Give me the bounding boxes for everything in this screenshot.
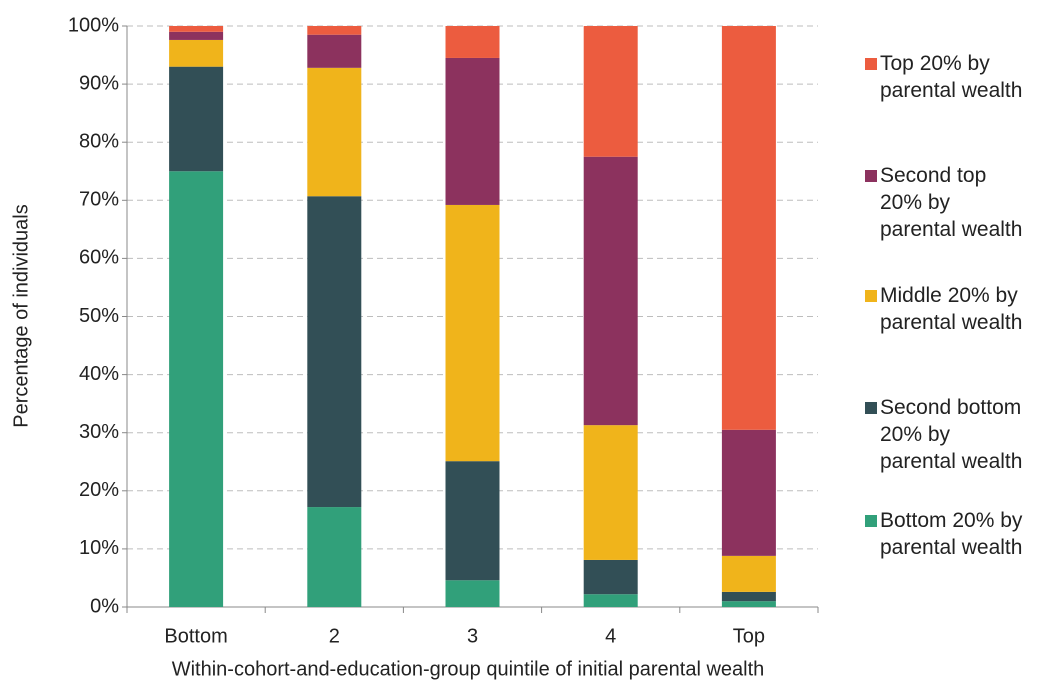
bar-segment — [307, 196, 362, 508]
bar-segment — [583, 559, 638, 595]
x-axis-title: Within-cohort-and-education-group quinti… — [172, 658, 765, 680]
bar-segment — [583, 425, 638, 560]
bar-segment — [445, 26, 500, 58]
bar-segment — [169, 171, 224, 607]
y-tick-label: 80% — [79, 130, 119, 152]
legend-swatch — [865, 170, 877, 182]
legend-label: Middle 20% by parental wealth — [880, 284, 1023, 334]
legend-swatch — [865, 402, 877, 414]
legend-swatch — [865, 515, 877, 527]
y-axis-title: Percentage of individuals — [10, 204, 32, 427]
bar-segment — [583, 26, 638, 157]
bar-segment — [583, 594, 638, 607]
y-tick-label: 70% — [79, 189, 119, 211]
bar-segment — [307, 34, 362, 68]
y-tick-label: 30% — [79, 421, 119, 443]
legend-label: Second top 20% by parental wealth — [880, 164, 1023, 241]
x-tick-label: 3 — [467, 625, 478, 647]
x-tick-label: Bottom — [164, 625, 227, 647]
bar-segment — [445, 461, 500, 581]
y-tick-label: 20% — [79, 479, 119, 501]
bar-segment — [445, 57, 500, 205]
bar-segment — [721, 429, 776, 556]
y-tick-label: 50% — [79, 305, 119, 327]
bar-segment — [445, 204, 500, 462]
legend-swatch — [865, 58, 877, 70]
x-tick-label: 4 — [605, 625, 616, 647]
bar-segment — [721, 26, 776, 430]
bar-segment — [721, 555, 776, 592]
legend-label: Bottom 20% by parental wealth — [880, 509, 1023, 559]
bar-segment — [583, 156, 638, 426]
legend-label: Second bottom 20% by parental wealth — [880, 396, 1023, 473]
x-tick-label: 2 — [329, 625, 340, 647]
bar-segment — [307, 507, 362, 607]
bar-segment — [721, 591, 776, 602]
y-tick-label: 40% — [79, 363, 119, 385]
legend-swatch — [865, 290, 877, 302]
bar-segment — [169, 39, 224, 67]
y-tick-label: 0% — [90, 595, 119, 617]
y-tick-label: 90% — [79, 72, 119, 94]
bar-segment — [721, 601, 776, 607]
bar-segment — [445, 580, 500, 607]
y-tick-label: 10% — [79, 537, 119, 559]
legend-label: Top 20% by parental wealth — [880, 52, 1023, 102]
bar-segment — [169, 31, 224, 40]
bar-segment — [169, 26, 224, 32]
y-tick-label: 60% — [79, 247, 119, 269]
x-tick-label: Top — [733, 625, 765, 647]
y-tick-label: 100% — [68, 14, 119, 36]
bar-segment — [169, 66, 224, 172]
bar-segment — [307, 67, 362, 197]
bar-segment — [307, 26, 362, 35]
